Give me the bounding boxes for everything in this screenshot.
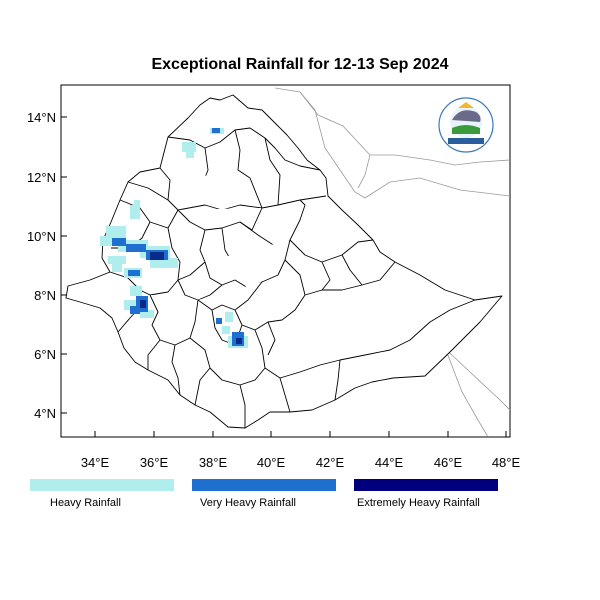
lat-tick-label: 12°N [27, 170, 56, 185]
lon-tick-label: 46°E [434, 455, 463, 470]
lat-tick-label: 4°N [34, 406, 56, 421]
coastline [274, 87, 511, 438]
lat-tick-labels: 14°N 12°N 10°N 8°N 6°N 4°N [27, 110, 56, 421]
lat-tick-label: 6°N [34, 347, 56, 362]
lon-tick-label: 38°E [199, 455, 228, 470]
axis-ticks [61, 116, 507, 437]
lon-tick-label: 36°E [140, 455, 169, 470]
agency-logo [438, 97, 494, 153]
legend-label-extreme: Extremely Heavy Rainfall [357, 497, 480, 509]
lon-tick-label: 48°E [492, 455, 521, 470]
extreme-rainfall-cells [140, 252, 242, 344]
legend-swatch-extreme [354, 479, 498, 491]
map-title: Exceptional Rainfall for 12-13 Sep 2024 [151, 56, 449, 73]
lon-tick-label: 44°E [375, 455, 404, 470]
lat-tick-label: 14°N [27, 110, 56, 125]
lon-tick-label: 42°E [316, 455, 345, 470]
legend-label-heavy: Heavy Rainfall [50, 497, 121, 509]
lon-tick-label: 40°E [257, 455, 286, 470]
lat-tick-label: 10°N [27, 229, 56, 244]
lon-tick-labels: 34°E 36°E 38°E 40°E 42°E 44°E 46°E 48°E [81, 455, 521, 470]
ethiopia-boundaries [65, 94, 503, 429]
legend-swatch-very-heavy [192, 479, 336, 491]
lat-tick-label: 8°N [34, 288, 56, 303]
legend-label-very-heavy: Very Heavy Rainfall [200, 497, 296, 509]
lon-tick-label: 34°E [81, 455, 110, 470]
legend-swatch-heavy [30, 479, 174, 491]
